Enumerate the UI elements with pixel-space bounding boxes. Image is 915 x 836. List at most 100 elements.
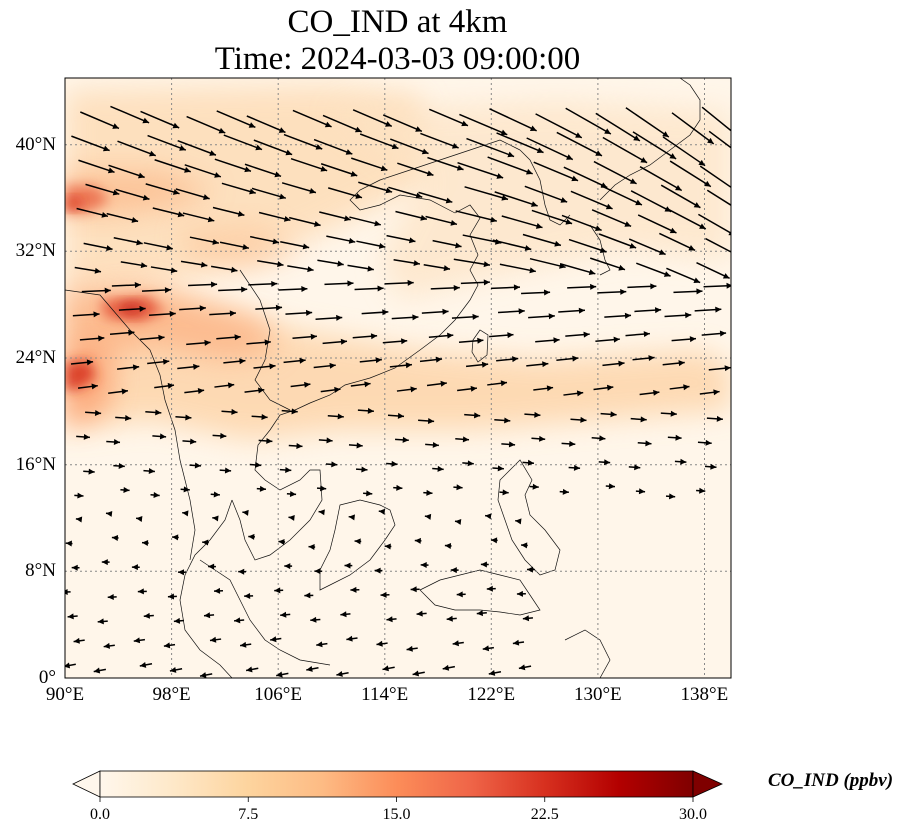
wind-arrow: [535, 337, 560, 344]
wind-arrow: [637, 440, 652, 447]
wind-arrow: [699, 165, 731, 189]
wind-arrow: [93, 667, 107, 674]
wind-arrow: [72, 311, 100, 318]
wind-arrow: [486, 585, 496, 592]
wind-arrow: [424, 513, 432, 520]
wind-arrow: [420, 562, 429, 569]
wind-arrow: [465, 361, 489, 368]
wind-arrow: [706, 415, 723, 422]
wind-arrow: [246, 115, 286, 134]
wind-arrow: [248, 280, 278, 287]
wind-arrow: [163, 642, 176, 649]
wind-arrow: [349, 216, 381, 227]
wind-arrow: [180, 260, 208, 268]
wind-arrow: [460, 279, 490, 286]
wind-arrow: [180, 486, 190, 493]
wind-arrow: [234, 617, 245, 624]
wind-arrow: [221, 182, 256, 195]
wind-arrow: [442, 664, 456, 671]
wind-arrow: [75, 516, 83, 523]
wind-arrow: [501, 441, 516, 448]
wind-arrow: [322, 114, 362, 133]
wind-arrow: [384, 543, 392, 550]
wind-arrow: [169, 667, 183, 673]
lat-tick-label: 8°N: [25, 560, 56, 582]
wind-arrow: [512, 639, 525, 646]
concentration-field: [65, 85, 731, 440]
wind-arrow: [671, 112, 715, 145]
wind-arrow: [113, 236, 143, 246]
wind-arrow: [452, 640, 464, 647]
wind-arrow: [73, 637, 85, 644]
wind-arrow: [221, 408, 238, 415]
wind-arrow: [591, 435, 606, 442]
wind-arrow: [625, 107, 670, 138]
wind-arrow: [71, 135, 110, 152]
wind-arrow: [313, 138, 353, 155]
lat-tick-label: 40°N: [15, 133, 56, 155]
wind-arrow: [111, 534, 119, 541]
wind-arrow: [694, 306, 722, 313]
wind-arrow: [386, 460, 398, 467]
colorbar-tick-label: 7.5: [238, 806, 259, 823]
wind-arrow: [257, 260, 284, 268]
wind-arrow: [391, 314, 419, 321]
wind-arrow: [516, 590, 526, 597]
wind-arrow: [310, 616, 321, 623]
wind-arrow: [492, 465, 504, 472]
wind-arrow: [464, 186, 509, 201]
wind-arrow: [697, 439, 712, 446]
wind-arrow: [669, 160, 712, 188]
wind-arrow: [628, 238, 666, 256]
wind-arrow: [632, 355, 655, 362]
wind-arrow: [427, 156, 464, 171]
wind-arrow: [348, 442, 363, 449]
wind-arrow: [105, 510, 113, 517]
wind-arrow: [421, 308, 449, 315]
wind-arrow: [326, 235, 356, 244]
wind-arrow: [600, 185, 643, 206]
wind-arrow: [184, 164, 222, 178]
wind-arrow: [245, 666, 259, 673]
wind-arrow: [358, 181, 393, 194]
wind-arrow: [306, 665, 319, 672]
wind-arrow: [526, 361, 549, 368]
wind-arrow: [219, 467, 232, 474]
wind-arrow: [526, 137, 574, 161]
wind-arrow: [708, 365, 731, 372]
wind-arrow: [140, 334, 165, 341]
wind-arrow: [97, 618, 108, 625]
wind-arrow: [662, 136, 706, 167]
wind-arrow: [186, 339, 211, 346]
wind-arrow: [154, 159, 191, 173]
wind-arrow: [696, 487, 706, 494]
wind-arrow: [406, 645, 418, 652]
wind-arrow: [313, 362, 336, 369]
wind-arrow: [246, 339, 271, 346]
wind-arrow: [387, 412, 405, 419]
wind-arrow: [212, 432, 227, 439]
wind-arrow: [639, 166, 683, 192]
wind-arrow: [515, 518, 522, 525]
wind-arrow: [274, 587, 284, 594]
lon-tick-label: 90°E: [45, 684, 85, 705]
wind-arrow: [150, 492, 160, 499]
wind-arrow: [659, 232, 696, 252]
wind-arrow: [304, 592, 314, 599]
wind-arrow: [120, 261, 148, 269]
wind-arrow: [496, 356, 519, 363]
wind-arrow: [213, 587, 224, 594]
lon-tick-label: 98°E: [152, 684, 191, 705]
wind-arrow: [597, 288, 627, 295]
lat-tick-label: 32°N: [15, 240, 56, 262]
wind-arrow: [660, 184, 701, 209]
wind-arrow: [482, 645, 495, 652]
wind-arrow: [120, 486, 130, 493]
wind-arrow: [316, 641, 328, 648]
wind-arrow: [595, 112, 641, 142]
lat-tick-label: 0°: [38, 667, 56, 688]
wind-arrow: [535, 113, 583, 139]
wind-arrow: [117, 364, 140, 371]
wind-arrow: [288, 514, 295, 521]
wind-arrow: [476, 610, 487, 617]
